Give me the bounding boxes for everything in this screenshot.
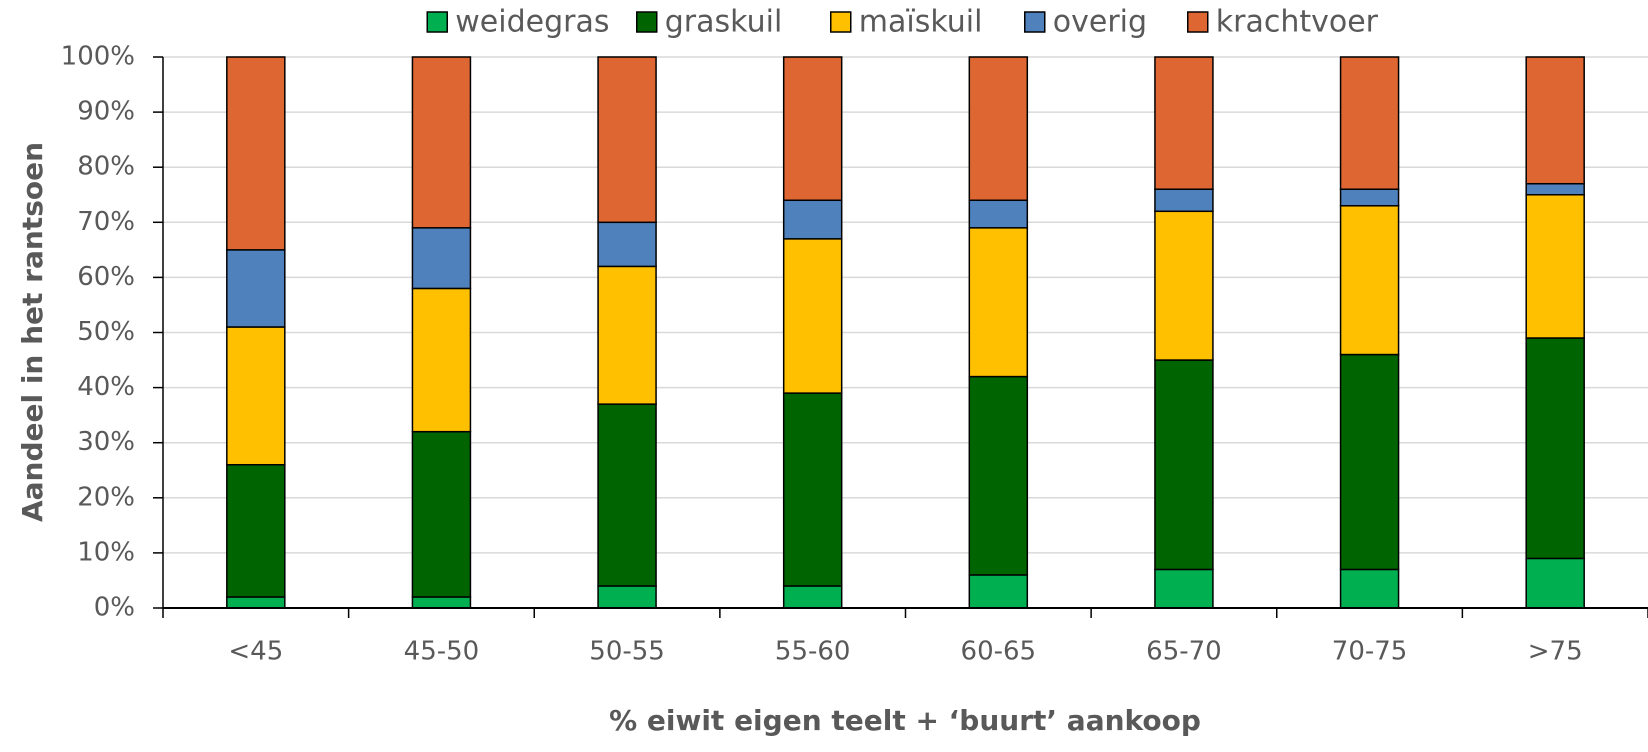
- y-tick-label: 0%: [94, 593, 135, 623]
- bar-segment: [1339, 353, 1400, 571]
- bar-segment: [782, 56, 843, 202]
- bar-segment: [782, 199, 843, 240]
- bar-segment: [1525, 194, 1585, 339]
- bar-segment: [782, 585, 843, 609]
- bar-segment: [1154, 568, 1214, 609]
- bar-segment: [1154, 188, 1214, 213]
- y-tick-label: 90%: [77, 97, 135, 127]
- bar-segment: [782, 392, 843, 587]
- bar-segment: [968, 375, 1029, 576]
- legend-swatch: [426, 11, 448, 33]
- legend-label: maïskuil: [859, 5, 983, 40]
- bar-segment: [1154, 210, 1214, 361]
- y-tick-label: 50%: [77, 317, 135, 347]
- legend-swatch: [1187, 11, 1209, 33]
- y-tick-label: 30%: [77, 427, 135, 457]
- bar-segment: [226, 56, 286, 251]
- x-tick-label: 50-55: [589, 637, 665, 667]
- legend-label: krachtvoer: [1216, 5, 1379, 40]
- y-axis-title: Aandeel in het rantsoen: [16, 142, 49, 522]
- bar-segment: [968, 199, 1029, 229]
- bar-segment: [597, 585, 657, 609]
- bar-segment: [411, 596, 472, 609]
- bar-segment: [411, 430, 472, 598]
- x-tick-label: 60-65: [961, 637, 1037, 667]
- bar-segment: [597, 221, 657, 268]
- bar-segment: [411, 227, 472, 290]
- x-tick-label: 55-60: [775, 637, 851, 667]
- y-tick-label: 70%: [77, 207, 135, 237]
- bar-segment: [411, 56, 472, 229]
- bar-segment: [1154, 56, 1214, 190]
- legend-label: weidegras: [455, 5, 609, 40]
- bar-segment: [968, 574, 1029, 609]
- legend-swatch: [830, 11, 852, 33]
- bar-segment: [597, 403, 657, 587]
- y-tick-label: 40%: [77, 372, 135, 402]
- legend-swatch: [1024, 11, 1046, 33]
- x-axis-title: % eiwit eigen teelt + ‘buurt’ aankoop: [609, 704, 1201, 737]
- bar-segment: [226, 596, 286, 609]
- bar-segment: [968, 227, 1029, 378]
- legend-swatch: [636, 11, 658, 33]
- bar-segment: [411, 287, 472, 433]
- bar-segment: [1525, 56, 1585, 185]
- bar-segment: [226, 249, 286, 328]
- x-tick-label: 65-70: [1146, 637, 1222, 667]
- bar-segment: [597, 265, 657, 405]
- bar-segment: [1339, 188, 1400, 207]
- x-tick-label: 70-75: [1332, 637, 1408, 667]
- y-tick-label: 10%: [77, 537, 135, 567]
- x-tick-label: >75: [1528, 637, 1583, 667]
- bar-segment: [968, 56, 1029, 202]
- bar-segment: [226, 463, 286, 598]
- y-tick-label: 100%: [61, 42, 135, 72]
- y-tick-label: 20%: [77, 482, 135, 512]
- bar-segment: [782, 238, 843, 394]
- bar-segment: [1339, 568, 1400, 609]
- bar-segment: [1525, 182, 1585, 196]
- bar-segment: [1339, 205, 1400, 356]
- x-tick-label: <45: [228, 637, 283, 667]
- bar-segment: [597, 56, 657, 224]
- y-tick-label: 80%: [77, 152, 135, 182]
- x-tick-label: 45-50: [404, 637, 480, 667]
- bar-segment: [1525, 337, 1585, 560]
- bar-segment: [226, 326, 286, 466]
- bar-segment: [1525, 557, 1585, 609]
- legend-label: graskuil: [665, 5, 783, 40]
- bar-segment: [1154, 359, 1214, 571]
- y-tick-label: 60%: [77, 262, 135, 292]
- legend-label: overig: [1053, 5, 1147, 40]
- bar-segment: [1339, 56, 1400, 190]
